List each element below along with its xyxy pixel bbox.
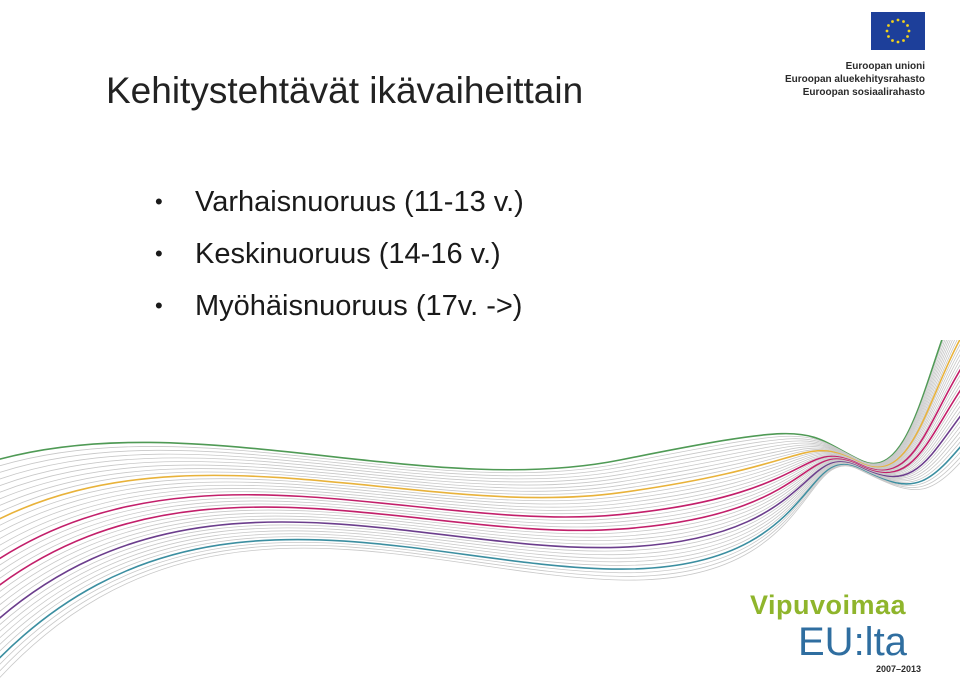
eu-line-esf: Euroopan sosiaalirahasto bbox=[802, 87, 925, 98]
wave-line-accent bbox=[0, 389, 960, 586]
vipuvoimaa-text: Vipuvoimaa bbox=[750, 590, 907, 620]
wave-line bbox=[0, 431, 960, 639]
wave-line bbox=[0, 340, 951, 493]
wave-line bbox=[0, 340, 958, 513]
wave-line bbox=[0, 421, 960, 626]
eu-star-icon bbox=[885, 29, 889, 33]
wave-line bbox=[0, 385, 960, 579]
wave-line bbox=[0, 374, 960, 566]
eu-logo-text: Euroopan unioni Euroopan aluekehitysraha… bbox=[778, 60, 925, 99]
eu-logo: Euroopan unioni Euroopan aluekehitysraha… bbox=[778, 8, 954, 98]
vipuvoimaa-logo: Vipuvoimaa EU:lta 2007–2013 bbox=[750, 590, 940, 680]
eu-star-icon bbox=[906, 24, 909, 27]
bullet-list: • Varhaisnuoruus (11-13 v.) • Keskinuoru… bbox=[155, 176, 524, 332]
wave-line bbox=[0, 359, 960, 546]
wave-line-accent bbox=[0, 446, 960, 659]
eu-line-erdf: Euroopan aluekehitysrahasto bbox=[784, 74, 925, 85]
bullet-text: Myöhäisnuoruus (17v. ->) bbox=[195, 290, 523, 322]
wave-line bbox=[0, 462, 960, 679]
wave-line-accent bbox=[0, 340, 960, 520]
wave-line bbox=[0, 457, 960, 672]
wave-line bbox=[0, 364, 960, 553]
wave-line bbox=[0, 343, 960, 526]
wave-line bbox=[0, 400, 960, 599]
wave-line bbox=[0, 340, 953, 500]
bullet-text: Keskinuoruus (14-16 v.) bbox=[195, 238, 501, 270]
bullet-item: • Keskinuoruus (14-16 v.) bbox=[155, 228, 524, 280]
eu-star-icon bbox=[906, 35, 909, 38]
wave-line bbox=[0, 354, 960, 539]
bullet-item: • Myöhäisnuoruus (17v. ->) bbox=[155, 280, 524, 332]
wave-line bbox=[0, 340, 956, 506]
eu-star-icon bbox=[902, 39, 905, 42]
eu-line-union: Euroopan unioni bbox=[845, 61, 925, 72]
wave-line-accent bbox=[0, 340, 943, 471]
bullet-dot: • bbox=[155, 293, 163, 318]
wave-line bbox=[0, 340, 949, 487]
decorative-wave-lines bbox=[0, 340, 960, 679]
wave-line bbox=[0, 410, 960, 612]
wave-line bbox=[0, 426, 960, 632]
eu-star-icon bbox=[902, 20, 905, 23]
eu-star-icon bbox=[891, 20, 894, 23]
bullet-item: • Varhaisnuoruus (11-13 v.) bbox=[155, 176, 524, 228]
wave-line bbox=[0, 441, 960, 652]
eu-star-icon bbox=[907, 29, 911, 33]
bullet-text: Varhaisnuoruus (11-13 v.) bbox=[195, 186, 524, 218]
eu-star-icon bbox=[891, 39, 894, 42]
years-text: 2007–2013 bbox=[876, 664, 922, 674]
slide-title: Kehitystehtävät ikävaiheittain bbox=[106, 70, 584, 111]
wave-line bbox=[0, 340, 944, 474]
eu-flag-icon bbox=[871, 12, 925, 50]
bullet-dot: • bbox=[155, 189, 163, 214]
wave-line bbox=[0, 405, 960, 606]
wave-line bbox=[0, 349, 960, 533]
wave-line-accent bbox=[0, 415, 960, 619]
eu-star-icon bbox=[887, 24, 890, 27]
eulta-text: EU:lta bbox=[798, 620, 907, 664]
eu-star-icon bbox=[896, 40, 900, 44]
wave-line bbox=[0, 340, 947, 480]
wave-line bbox=[0, 436, 960, 645]
bullet-dot: • bbox=[155, 241, 163, 266]
wave-line bbox=[0, 395, 960, 592]
wave-line bbox=[0, 452, 960, 665]
eu-star-icon bbox=[887, 35, 890, 38]
wave-line bbox=[0, 379, 960, 573]
eu-star-icon bbox=[896, 18, 900, 22]
wave-line bbox=[0, 340, 946, 477]
wave-line-accent bbox=[0, 368, 960, 560]
